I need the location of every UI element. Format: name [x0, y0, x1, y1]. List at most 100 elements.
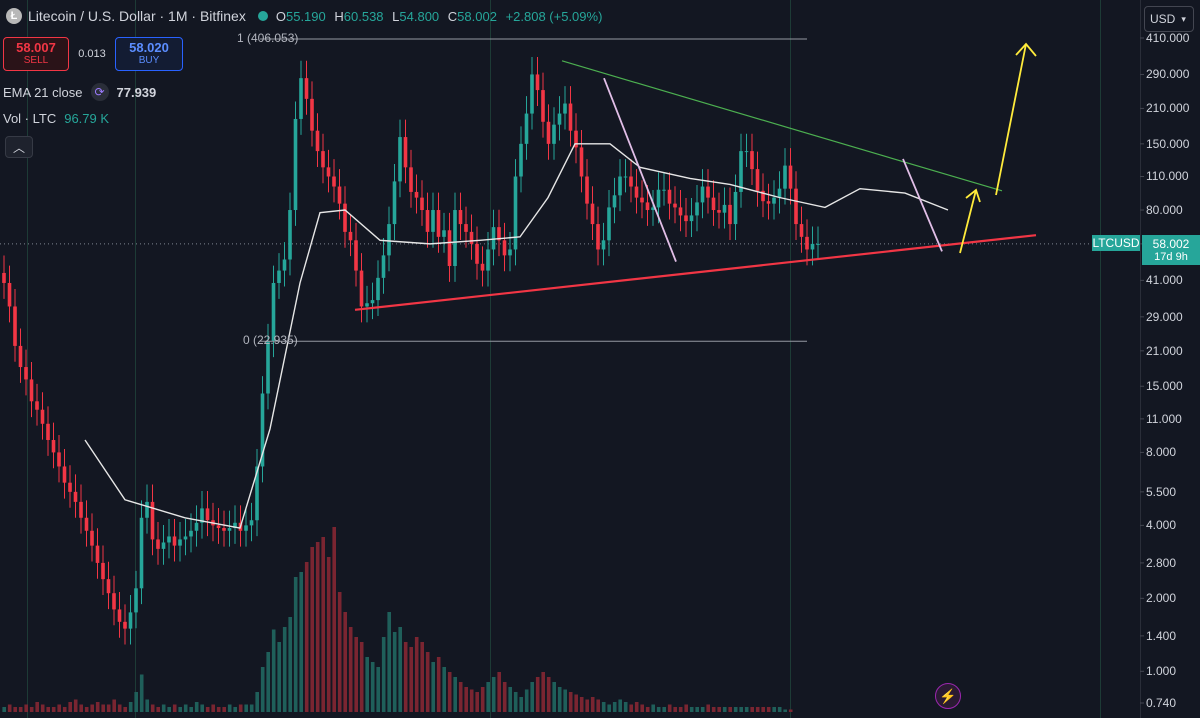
candle-body: [249, 520, 254, 526]
sell-button[interactable]: 58.007 SELL: [3, 37, 69, 71]
volume-bar: [101, 704, 105, 712]
volume-bar: [282, 627, 287, 712]
volume-bar: [513, 692, 518, 712]
volume-bar: [629, 704, 633, 712]
candle-body: [18, 345, 23, 368]
price-tick-label: 5.500: [1146, 484, 1177, 499]
volume-bar: [40, 704, 45, 712]
volume-bar: [161, 704, 166, 712]
price-tick-label: 150.000: [1146, 136, 1190, 151]
candle-body: [326, 167, 331, 177]
market-status-icon: [257, 11, 268, 21]
volume-bar: [7, 704, 12, 712]
candle-body: [123, 621, 127, 629]
candle-body: [788, 165, 793, 189]
candle-body: [403, 137, 408, 168]
candle-body: [29, 379, 34, 402]
candle-body: [816, 243, 820, 245]
refresh-icon[interactable]: ⟳: [90, 83, 109, 101]
candle-body: [310, 98, 314, 131]
candle-body: [244, 525, 248, 531]
candle-body: [134, 588, 138, 613]
volume-bar: [568, 692, 573, 712]
ema-value: 77.939: [116, 84, 157, 100]
volume-bar: [772, 707, 776, 712]
volume-bar: [62, 707, 67, 712]
volume-bar: [640, 704, 644, 712]
volume-bar: [618, 699, 622, 712]
volume-bar: [557, 687, 562, 712]
volume-bar: [194, 702, 199, 712]
volume-label: Vol · LTC: [3, 111, 57, 126]
volume-bar: [216, 707, 221, 712]
volume-bar: [585, 699, 589, 712]
lightning-icon[interactable]: ⚡: [935, 683, 961, 709]
candle-body: [453, 210, 457, 267]
candle-body: [711, 197, 716, 211]
volume-bar: [475, 692, 479, 712]
candle-body: [222, 528, 226, 531]
volume-bar: [73, 699, 78, 712]
volume-bar: [222, 707, 226, 712]
candle-body: [227, 528, 232, 531]
volume-bar: [502, 682, 507, 712]
volume-bar: [651, 704, 655, 712]
last-price: 58.002: [1152, 237, 1190, 251]
candle-body: [475, 243, 479, 264]
price-tick-label: 8.000: [1146, 445, 1177, 460]
candle-body: [623, 176, 628, 178]
volume-bar: [788, 709, 793, 712]
buy-label: BUY: [138, 55, 160, 66]
collapse-legend-button[interactable]: ︿: [5, 136, 33, 158]
candle-body: [13, 306, 17, 346]
candle-body: [255, 466, 259, 521]
candle-body: [508, 249, 512, 256]
currency-label: USD: [1150, 12, 1176, 26]
price-tick-label: 21.000: [1146, 343, 1183, 358]
candle-body: [662, 189, 666, 191]
volume-bar: [733, 707, 738, 712]
candle-body: [24, 367, 28, 380]
chevron-down-icon: ▾: [1181, 13, 1186, 24]
volume-bar: [662, 707, 666, 712]
symbol-title[interactable]: Litecoin / U.S. Dollar · 1M · Bitfinex: [28, 8, 246, 24]
currency-select[interactable]: USD ▾: [1144, 6, 1194, 32]
buy-button[interactable]: 58.020 BUY: [115, 37, 183, 71]
breakout-arrow-small: [959, 188, 981, 254]
candle-body: [398, 137, 402, 182]
candle-body: [673, 203, 677, 208]
candle-body: [563, 103, 567, 114]
volume-bar: [277, 642, 281, 712]
volume-indicator-legend[interactable]: Vol · LTC 96.79 K: [3, 111, 109, 126]
candle-body: [667, 189, 672, 204]
candle-body: [552, 124, 556, 144]
candle-body: [376, 277, 380, 301]
candle-body: [783, 165, 787, 189]
volume-bar: [35, 702, 39, 712]
volume-bar: [95, 702, 100, 712]
volume-bar: [46, 707, 50, 712]
volume-bar: [337, 592, 342, 712]
candle-body: [491, 227, 496, 250]
candle-body: [266, 341, 270, 394]
candle-body: [524, 113, 529, 144]
volume-bar: [2, 707, 6, 712]
volume-bar: [18, 707, 23, 712]
volume-bar: [150, 704, 155, 712]
candle-body: [607, 207, 611, 241]
candle-body: [601, 240, 606, 250]
volume-bar: [777, 707, 782, 712]
volume-bar: [761, 707, 765, 712]
volume-bar: [321, 537, 325, 712]
volume-bar: [409, 647, 413, 712]
volume-bar: [310, 547, 314, 712]
candle-body: [750, 151, 754, 170]
candle-body: [590, 203, 595, 225]
volume-bar: [381, 637, 386, 712]
trade-panel: 58.007 SELL 0.013 58.020 BUY: [3, 37, 183, 71]
candle-body: [299, 78, 303, 119]
ema-indicator-legend[interactable]: EMA 21 close ⟳ 77.939: [3, 83, 156, 101]
resistance-trendline: [561, 60, 1003, 192]
